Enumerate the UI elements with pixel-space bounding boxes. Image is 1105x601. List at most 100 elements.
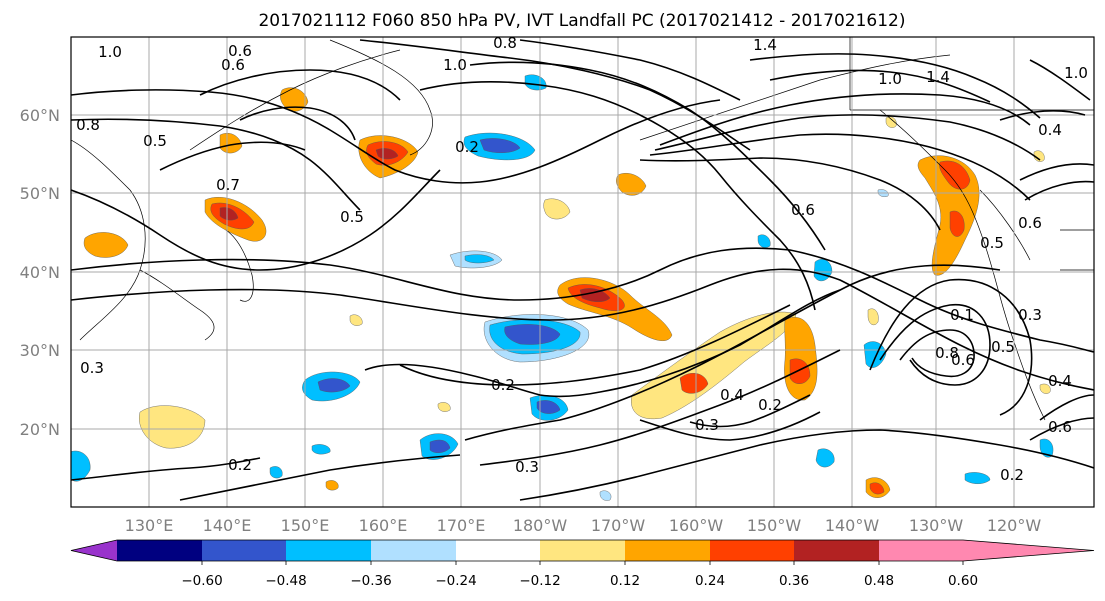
- coastline: [329, 39, 433, 156]
- contour-value-label: 0.3: [695, 416, 719, 434]
- contour-value-label: 0.8: [76, 116, 100, 134]
- ivt-contour-line: [71, 457, 261, 481]
- contour-value-label: 0.3: [80, 359, 104, 377]
- colorbar-tick-label: 0.48: [864, 573, 894, 589]
- colorbar-outline: [70, 539, 1095, 562]
- pv-shaded-area: [599, 490, 612, 501]
- ivt-contour-line: [879, 303, 991, 386]
- contour-value-label: 0.8: [935, 344, 959, 362]
- colorbar-segment: [371, 540, 456, 561]
- colorbar-tick-label: 0.36: [779, 573, 809, 589]
- latitude-labels: 60°N 50°N 40°N 30°N 20°N: [20, 106, 60, 439]
- colorbar-tick-label: −0.60: [181, 573, 222, 589]
- ivt-contour-line: [899, 329, 975, 378]
- pv-shaded-area: [964, 472, 991, 484]
- pv-shaded-area: [679, 373, 709, 394]
- ivt-contour-line: [179, 454, 461, 501]
- lon-label-130w: 130°W: [909, 516, 964, 535]
- contour-value-label: 0.3: [1018, 306, 1042, 324]
- pv-shaded-area: [815, 448, 835, 468]
- pv-shaded-area: [885, 116, 897, 128]
- pv-shaded-area: [869, 482, 885, 495]
- contour-value-label: 1.0: [98, 43, 122, 61]
- colorbar-tick-label: 0.12: [610, 573, 640, 589]
- ivt-contour-line: [769, 69, 991, 103]
- ivt-contour-line: [689, 394, 811, 428]
- ivt-contour-line: [869, 278, 1033, 416]
- ivt-contour-line: [519, 39, 741, 101]
- ivt-contour-line: [159, 141, 306, 171]
- contour-value-label: 0.6: [1018, 214, 1042, 232]
- colorbar-segment: [286, 540, 371, 561]
- contour-value-label: 0.1: [950, 306, 974, 324]
- ivt-contour-line: [639, 157, 941, 231]
- colorbar-tick-label: −0.36: [350, 573, 391, 589]
- ivt-contour-line: [239, 106, 356, 141]
- pv-shaded-area: [437, 402, 451, 412]
- lon-label-130e: 130°E: [125, 516, 174, 535]
- colorbar-tick-label: 0.24: [695, 573, 725, 589]
- colorbar-segment: [456, 540, 540, 561]
- coastline: [639, 54, 951, 141]
- contour-value-label: 0.5: [340, 208, 364, 226]
- ivt-contour-line: [71, 247, 1094, 353]
- pv-shaded-area: [543, 198, 571, 220]
- lat-label-50n: 50°N: [20, 184, 60, 203]
- lon-label-150e: 150°E: [281, 516, 330, 535]
- coastline: [71, 139, 146, 341]
- contour-value-label: 1.4: [926, 68, 950, 86]
- contour-value-label: 0.5: [980, 234, 1004, 252]
- pv-shaded-area: [139, 405, 206, 449]
- lon-label-120w: 120°W: [987, 516, 1042, 535]
- lon-label-160w: 160°W: [669, 516, 724, 535]
- pv-shaded-area: [375, 148, 399, 160]
- pv-shaded-area: [1039, 383, 1051, 394]
- lat-label-40n: 40°N: [20, 263, 60, 282]
- contour-value-label: 0.6: [791, 201, 815, 219]
- contour-value-label: 0.3: [515, 458, 539, 476]
- contour-value-label: 0.6: [221, 56, 245, 74]
- lat-label-20n: 20°N: [20, 420, 60, 439]
- ivt-contour-line: [1029, 59, 1091, 101]
- colorbar-segment: [625, 540, 710, 561]
- ivt-contour-line: [464, 264, 1001, 441]
- ivt-contour-line: [654, 113, 1041, 161]
- ivt-contour-line: [71, 268, 1094, 391]
- contour-value-label: 0.2: [1000, 466, 1024, 484]
- colorbar-segment: [879, 540, 963, 561]
- contour-value-label: 0.4: [720, 386, 744, 404]
- contour-value-label: 0.2: [455, 138, 479, 156]
- contour-value-label: 0.6: [228, 42, 252, 60]
- pv-shaded-area: [789, 358, 811, 384]
- pv-shaded-area: [616, 173, 647, 196]
- pv-shaded-area: [311, 444, 331, 455]
- pv-shaded-area: [757, 234, 771, 248]
- lon-label-140e: 140°E: [203, 516, 252, 535]
- contour-value-label: 0.4: [1048, 372, 1072, 390]
- pv-shaded-area: [1033, 150, 1045, 162]
- ivt-contour-line: [519, 429, 1094, 501]
- lon-label-150w: 150°W: [747, 516, 802, 535]
- coastline: [139, 269, 215, 341]
- colorbar-tick-label: 0.60: [948, 573, 978, 589]
- coastline: [1060, 229, 1094, 271]
- contour-value-label: 0.2: [228, 456, 252, 474]
- colorbar-tick-label: −0.48: [265, 573, 306, 589]
- contour-value-label: 0.2: [491, 376, 515, 394]
- pv-shaded-area: [524, 74, 547, 91]
- contour-value-label: 1.0: [1064, 64, 1088, 82]
- ivt-contour-line: [649, 133, 1031, 201]
- pv-shaded-area: [317, 378, 351, 393]
- lon-label-170e: 170°E: [437, 516, 486, 535]
- contour-value-label: 1.0: [878, 70, 902, 88]
- lat-label-60n: 60°N: [20, 106, 60, 125]
- ivt-contour-line: [659, 93, 1031, 146]
- longitude-labels: 130°E 140°E 150°E 160°E 170°E 180°W 170°…: [125, 516, 1042, 535]
- pv-shaded-area: [949, 210, 965, 237]
- pv-shaded-area: [429, 439, 451, 453]
- pv-shaded-area: [579, 288, 611, 302]
- lon-label-180w: 180°W: [513, 516, 568, 535]
- contour-value-label: 0.6: [1048, 418, 1072, 436]
- ivt-contour-line: [1019, 163, 1094, 181]
